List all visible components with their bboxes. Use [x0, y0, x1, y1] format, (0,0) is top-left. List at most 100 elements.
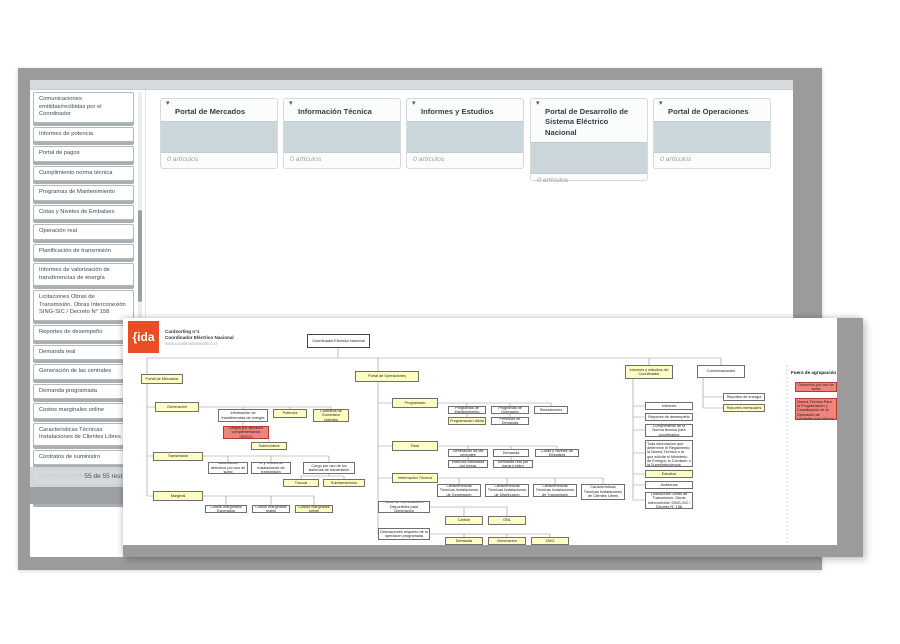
- category-dropzone[interactable]: [284, 121, 400, 154]
- category-count: 0 artículos: [290, 156, 322, 164]
- org-node-desv-demanda: Demanda: [445, 537, 483, 545]
- sidebar-card[interactable]: Contratos de suministro: [33, 449, 134, 466]
- sidebar-card[interactable]: Generación de las centrales: [33, 364, 134, 380]
- org-node-informes: Informes: [645, 402, 693, 410]
- org-node-norma-gnl: Norma Técnica Para la Programación y Coo…: [795, 398, 837, 420]
- caret-down-icon[interactable]: ▾: [289, 100, 293, 107]
- sidebar-card[interactable]: Demanda real: [33, 344, 134, 361]
- cardsorting-result-window: {ida Cardsorting n°1 Coordinador Eléctri…: [123, 318, 863, 557]
- sidebar-card[interactable]: Operación real: [33, 224, 134, 240]
- category-header: ▾ Portal de Operaciones: [654, 99, 770, 121]
- org-node-generacion-centrales: Generación de las centrales: [448, 449, 488, 457]
- sidebar-footer-bar: [30, 487, 145, 504]
- sidebar-scrollbar-track[interactable]: [138, 92, 142, 482]
- org-node-programacion-diaria: Programación diaria: [448, 417, 486, 425]
- chart-header: Cardsorting n°1 Coordinador Eléctrico Na…: [165, 329, 234, 346]
- sidebar-scrollbar-thumb[interactable]: [138, 210, 142, 302]
- org-node-desv-cmg: CMG: [531, 537, 569, 545]
- sidebar-card[interactable]: Programas de Mantenimiento: [33, 185, 134, 201]
- org-node-carbon: Carbón: [445, 516, 483, 525]
- category-title: Información Técnica: [298, 107, 372, 116]
- org-node-prog-operacion: Programas de Operación: [491, 406, 529, 414]
- caret-down-icon[interactable]: ▾: [166, 100, 170, 107]
- category-header: ▾ Portal de Desarrollo de Sistema Eléctr…: [531, 99, 647, 142]
- category-count: 0 artículos: [537, 176, 569, 184]
- category-portal-de-operaciones[interactable]: ▾ Portal de Operaciones 0 artículos: [653, 98, 771, 169]
- org-node-cargo-uso-sistemas: Cargo por uso de los sistemas de transmi…: [303, 462, 355, 474]
- org-node-valorizacion-suelo: Valorización derechos por uso de suelo: [208, 462, 248, 474]
- chart-title-line1: Cardsorting n°1: [165, 329, 200, 334]
- org-node-auditorias: Auditorías: [645, 481, 693, 489]
- org-node-prog-mantenimiento: Programas de Mantenimiento: [448, 406, 486, 414]
- org-node-prevision-demanda: Previsión de Demanda: [491, 417, 529, 425]
- org-node-gnl: GNL: [488, 516, 526, 525]
- org-node-comunicaciones: Comunicaciones: [697, 365, 745, 378]
- caret-down-icon[interactable]: ▾: [412, 100, 416, 107]
- category-dropzone[interactable]: [531, 141, 647, 174]
- org-connectors: [146, 348, 788, 543]
- org-node-sobrecostos: Sobrecostos: [251, 442, 287, 450]
- org-node-cmg-esperados: Costos marginales Esperados: [205, 505, 247, 513]
- ida-logo: {ida: [128, 321, 159, 353]
- cards-sidebar: Comunicaciones emitidas/recibidas por el…: [30, 90, 146, 557]
- sidebar-card[interactable]: Características Técnicas Instalaciones d…: [33, 422, 134, 446]
- org-node-reportes-desempeno: Reportes de desempeño: [645, 413, 693, 421]
- org-node-portal-operaciones: Portal de Operaciones: [355, 371, 419, 382]
- chart-website-url: www.coordinadorelectrico.cl: [165, 340, 217, 346]
- org-node-demanda: Demanda: [493, 449, 529, 457]
- org-node-potencia-lineas: Potencia transitada por líneas: [448, 460, 488, 468]
- category-count: 0 artículos: [413, 156, 445, 164]
- org-node-derechos-suelo: Derechos por uso de suelo: [795, 382, 837, 392]
- sidebar-card[interactable]: Planificación de transmisión: [33, 243, 134, 260]
- category-header: ▾ Información Técnica: [284, 99, 400, 121]
- org-node-toda-informacion: Toda información que determine el Reglam…: [645, 440, 693, 467]
- org-node-subtransmision: Subtransmisión: [323, 479, 365, 487]
- sidebar-card[interactable]: Reportes de desempeño: [33, 324, 134, 341]
- category-title: Portal de Operaciones: [668, 107, 749, 116]
- sidebar-card[interactable]: Demanda programada: [33, 383, 134, 400]
- category-dropzone[interactable]: [161, 121, 277, 154]
- org-node-cotas-embalses: Cotas y Niveles de Embalses: [535, 449, 579, 457]
- category-header: ▾ Informes y Estudios: [407, 99, 523, 121]
- org-node-cumplimiento-norma: Cumplimiento de la Norma técnica para co…: [645, 424, 693, 437]
- fuera-de-agrupacion-label: Fuera de agrupación: [791, 370, 837, 375]
- categories-area: ▾ Portal de Mercados 0 artículos ▾ Infor…: [145, 90, 793, 557]
- category-dropzone[interactable]: [654, 121, 770, 154]
- sidebar-card[interactable]: Costos marginales online: [33, 403, 134, 419]
- org-node-desviaciones: Desviaciones respecto de la operación pr…: [378, 528, 430, 540]
- org-node-informes-estudios: Informes y estudios del Coordinador: [625, 365, 673, 379]
- sidebar-card[interactable]: Comunicaciones emitidas/recibidas por el…: [33, 92, 134, 123]
- org-node-demanda-barra: Demanda real por barra y retiro: [493, 460, 533, 468]
- caret-down-icon[interactable]: ▾: [659, 100, 663, 107]
- org-node-simulaciones: Simulaciones: [534, 406, 568, 414]
- category-portal-desarrollo-sen[interactable]: ▾ Portal de Desarrollo de Sistema Eléctr…: [530, 98, 648, 184]
- sidebar-card[interactable]: Cumplimiento norma técnica: [33, 165, 134, 182]
- org-node-ct-transmision: Características Técnicas Instalaciones d…: [533, 484, 577, 497]
- category-title: Portal de Mercados: [175, 107, 246, 116]
- org-node-troncal: Troncal: [283, 479, 319, 487]
- category-header: ▾ Portal de Mercados: [161, 99, 277, 121]
- org-node-licitaciones: Licitaciones Obras de Transmisión. Obras…: [645, 492, 693, 509]
- org-node-cmg-reales: Costos marginales reales: [252, 505, 290, 513]
- sidebar-card[interactable]: Informes de potencia: [33, 126, 134, 143]
- org-node-info-transferencias: Información de transferencias de energía: [218, 409, 268, 422]
- sidebar-card[interactable]: Cotas y Niveles de Embalses: [33, 204, 134, 221]
- category-informacion-tecnica[interactable]: ▾ Información Técnica 0 artículos: [283, 98, 401, 169]
- org-node-ct-generacion: Características Técnicas Instalaciones d…: [437, 484, 481, 497]
- org-node-reportes-energia: Reportes de energía: [723, 393, 765, 401]
- sidebar-card[interactable]: Licitaciones Obras de Transmisión. Obras…: [33, 290, 134, 321]
- category-portal-de-mercados[interactable]: ▾ Portal de Mercados 0 artículos: [160, 98, 278, 169]
- sidebar-card[interactable]: Informes de valorización de transferenci…: [33, 263, 134, 287]
- caret-down-icon[interactable]: ▾: [536, 100, 540, 107]
- category-count: 0 artículos: [660, 156, 692, 164]
- org-node-programado: Programado: [392, 398, 438, 408]
- category-informes-y-estudios[interactable]: ▾ Informes y Estudios 0 artículos: [406, 98, 524, 169]
- category-title: Portal de Desarrollo de Sistema Eléctric…: [545, 107, 629, 137]
- category-dropzone[interactable]: [407, 121, 523, 154]
- org-node-desv-generacion: Generación: [488, 537, 526, 545]
- org-node-reportes-mensuales: Reportes mensuales: [723, 404, 765, 412]
- org-node-contratos-vigentes: Contratos de Suministro vigentes: [313, 409, 349, 422]
- top-toolbar-strip: [30, 80, 793, 90]
- sidebar-card[interactable]: Portal de pagos: [33, 146, 134, 162]
